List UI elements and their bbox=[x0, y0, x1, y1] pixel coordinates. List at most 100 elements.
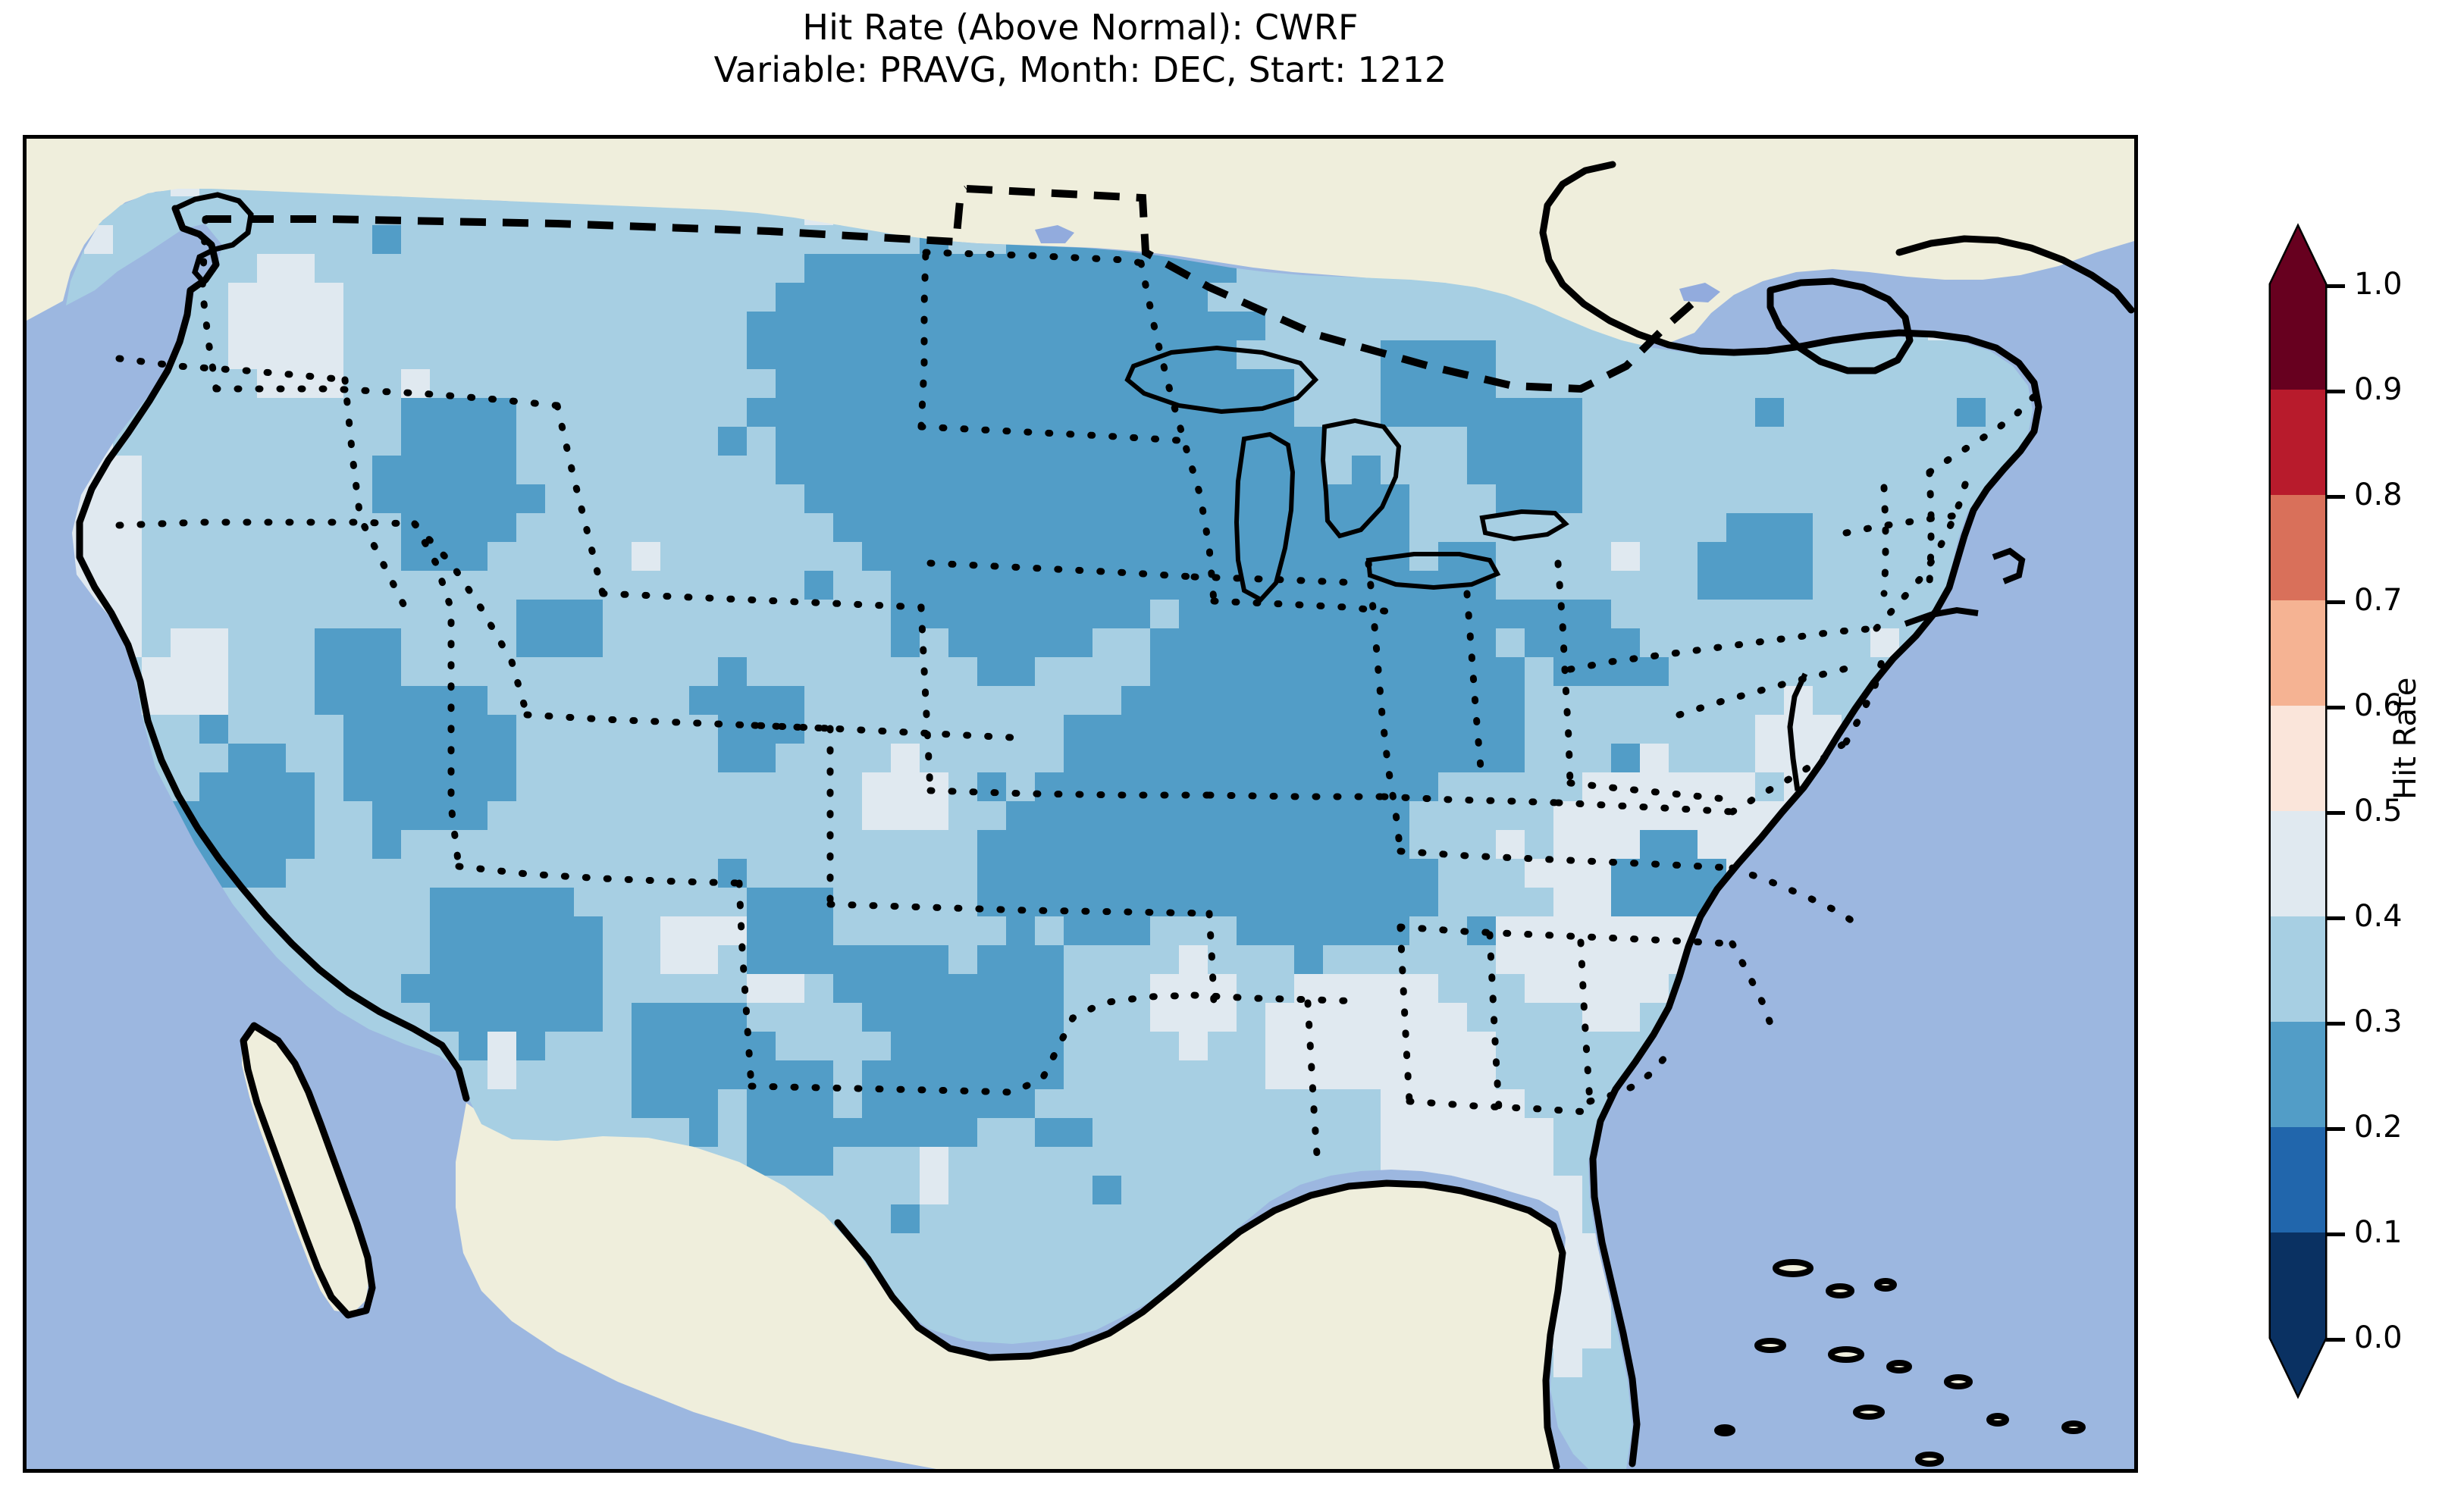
grid-cell bbox=[286, 254, 315, 283]
grid-cell bbox=[1121, 1032, 1151, 1061]
grid-cell bbox=[315, 772, 344, 802]
grid-cell bbox=[1323, 456, 1353, 485]
grid-cell bbox=[343, 571, 373, 600]
grid-cell bbox=[776, 542, 805, 572]
grid-cell bbox=[1496, 600, 1525, 629]
grid-cell bbox=[689, 542, 719, 572]
grid-cell bbox=[372, 945, 402, 975]
grid-cell bbox=[1092, 1204, 1122, 1234]
grid-cell bbox=[632, 254, 661, 283]
grid-cell bbox=[1438, 686, 1468, 716]
colorbar-tick-label: 0.1 bbox=[2354, 1215, 2403, 1250]
grid-cell bbox=[372, 859, 402, 888]
grid-cell bbox=[1525, 888, 1554, 917]
grid-cell bbox=[142, 484, 171, 514]
grid-cell bbox=[689, 456, 719, 485]
grid-cell bbox=[1640, 427, 1669, 456]
grid-cell bbox=[776, 1089, 805, 1119]
grid-cell bbox=[1121, 1262, 1151, 1292]
grid-cell bbox=[315, 888, 344, 917]
grid-cell bbox=[977, 859, 1007, 888]
grid-cell bbox=[689, 283, 719, 312]
grid-cell bbox=[833, 801, 863, 831]
grid-cell bbox=[862, 542, 892, 572]
grid-cell bbox=[1813, 657, 1842, 687]
grid-cell bbox=[1409, 744, 1439, 773]
grid-cell bbox=[1496, 974, 1525, 1004]
grid-cell bbox=[257, 456, 287, 485]
wy-ne-border bbox=[917, 603, 934, 794]
grid-cell bbox=[401, 225, 431, 255]
grid-cell bbox=[1208, 427, 1237, 456]
grid-cell bbox=[1525, 628, 1554, 658]
grid-cell bbox=[1092, 484, 1122, 514]
colorbar-tick-label: 0.5 bbox=[2354, 794, 2403, 828]
grid-cell bbox=[574, 859, 603, 888]
grid-cell bbox=[1582, 1406, 1612, 1436]
grid-cell bbox=[1092, 945, 1122, 975]
grid-cell bbox=[920, 945, 949, 975]
grid-cell bbox=[1323, 830, 1353, 860]
grid-cell bbox=[343, 254, 373, 283]
grid-cell bbox=[1064, 715, 1093, 744]
grid-cell bbox=[603, 369, 632, 399]
grid-cell bbox=[1409, 859, 1439, 888]
grid-cell bbox=[747, 801, 776, 831]
grid-cell bbox=[1611, 427, 1641, 456]
grid-cell bbox=[1409, 686, 1439, 716]
grid-cell bbox=[372, 686, 402, 716]
grid-cell bbox=[891, 1147, 920, 1176]
grid-cell bbox=[1409, 427, 1439, 456]
grid-cell bbox=[1409, 456, 1439, 485]
grid-cell bbox=[1092, 398, 1122, 428]
grid-cell bbox=[689, 1032, 719, 1061]
grid-cell bbox=[920, 571, 949, 600]
grid-cell bbox=[603, 888, 632, 917]
grid-cell bbox=[199, 801, 229, 831]
grid-cell bbox=[1611, 513, 1641, 543]
grid-cell bbox=[833, 974, 863, 1004]
grid-cell bbox=[833, 830, 863, 860]
ms-al-border bbox=[1486, 931, 1503, 1113]
grid-cell bbox=[343, 456, 373, 485]
grid-cell bbox=[632, 1032, 661, 1061]
grid-cell bbox=[977, 456, 1007, 485]
grid-cell bbox=[1179, 744, 1208, 773]
grid-cell bbox=[1006, 801, 1036, 831]
grid-cell bbox=[1467, 312, 1497, 341]
az-ut-border bbox=[455, 863, 743, 887]
grid-cell bbox=[804, 369, 834, 399]
grid-cell bbox=[401, 456, 431, 485]
grid-cell bbox=[1092, 427, 1122, 456]
grid-cell bbox=[1525, 542, 1554, 572]
grid-cell bbox=[632, 513, 661, 543]
grid-cell bbox=[574, 1032, 603, 1061]
grid-cell bbox=[1121, 600, 1151, 629]
grid-cell bbox=[545, 801, 575, 831]
grid-cell bbox=[1726, 542, 1756, 572]
grid-cell bbox=[747, 340, 776, 370]
grid-cell bbox=[228, 312, 258, 341]
grid-cell bbox=[833, 1032, 863, 1061]
grid-cell bbox=[1525, 312, 1554, 341]
grid-cell bbox=[84, 513, 114, 543]
grid-cell bbox=[1006, 974, 1036, 1004]
grid-cell bbox=[1784, 398, 1814, 428]
grid-cell bbox=[862, 427, 892, 456]
grid-cell bbox=[689, 686, 719, 716]
grid-cell bbox=[1064, 945, 1093, 975]
grid-cell bbox=[1899, 484, 1929, 514]
title-line-2: Variable: PRAVG, Month: DEC, Start: 1212 bbox=[713, 49, 1447, 91]
grid-cell bbox=[1237, 945, 1266, 975]
ma-nh-vt-border bbox=[1842, 511, 1968, 537]
grid-cell bbox=[1179, 686, 1208, 716]
grid-cell bbox=[142, 196, 171, 226]
grid-cell bbox=[804, 686, 834, 716]
grid-cell bbox=[315, 657, 344, 687]
grid-cell bbox=[516, 830, 546, 860]
cape-cod bbox=[1992, 547, 2026, 584]
grid-cell bbox=[776, 1003, 805, 1032]
grid-cell bbox=[1525, 427, 1554, 456]
grid-cell bbox=[1669, 456, 1698, 485]
grid-cell bbox=[948, 1003, 978, 1032]
